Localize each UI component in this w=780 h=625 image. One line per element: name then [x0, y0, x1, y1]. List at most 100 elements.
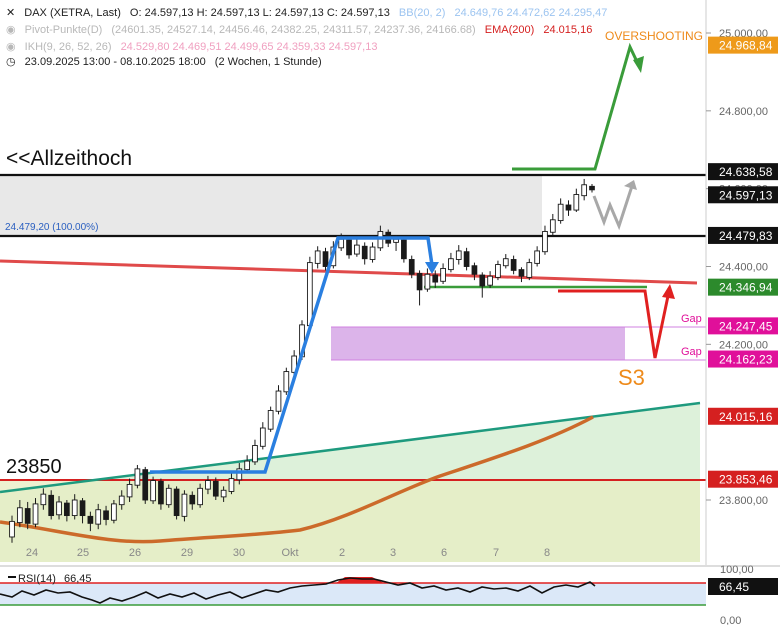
price-label: 24.597,13 — [708, 186, 778, 204]
candle — [440, 263, 446, 285]
candle — [244, 455, 250, 473]
rsi-tick-100: 100,00 — [720, 564, 754, 576]
red-projection-path — [558, 289, 670, 359]
candle — [275, 385, 282, 415]
candle — [361, 242, 368, 265]
x-tick-label: 3 — [390, 547, 396, 559]
candles-group — [9, 178, 595, 543]
ohlc-values: O: 24.597,13 H: 24.597,13 L: 24.597,13 C… — [129, 7, 390, 19]
candle — [252, 439, 258, 465]
candle — [573, 188, 580, 213]
candle — [111, 500, 117, 524]
rsi-value: 66,45 — [64, 573, 92, 585]
x-tick-label: 29 — [181, 547, 193, 559]
candle — [87, 511, 94, 532]
y-tick-label: 23.800,00 — [719, 495, 768, 507]
candle — [510, 255, 517, 275]
candle — [455, 245, 462, 265]
candle — [259, 422, 266, 450]
candle — [463, 247, 470, 271]
s3-label: S3 — [618, 365, 645, 390]
candle — [165, 484, 172, 508]
candle — [205, 475, 211, 495]
bb-label: BB(20, 2) — [398, 7, 446, 19]
candle — [181, 490, 188, 522]
ikh-label: IKH(9, 26, 52, 26) — [24, 41, 112, 53]
candle — [549, 213, 556, 236]
symbol-label: DAX (XETRA, Last) — [24, 7, 121, 19]
candle — [432, 270, 439, 288]
x-tick-label: 25 — [77, 547, 89, 559]
y-tick-label: 24.200,00 — [719, 339, 768, 351]
price-label-text: 24.479,83 — [719, 229, 773, 243]
range-note: (2 Wochen, 1 Stunde) — [214, 56, 322, 68]
lower-zone-fill — [0, 480, 700, 562]
price-label-text: 23.853,46 — [719, 473, 773, 487]
candle — [134, 464, 141, 489]
gray-w-projection — [592, 185, 634, 231]
blue-projection-path — [150, 236, 434, 474]
rsi-band-fill — [0, 583, 706, 605]
price-label: 24.479,83 — [708, 226, 778, 244]
ath-band — [0, 176, 542, 236]
candle — [48, 490, 55, 520]
candle — [408, 255, 415, 279]
price-label: 24.247,45 — [708, 317, 778, 335]
x-tick-label: 26 — [129, 547, 141, 559]
header-line-3: ◉ IKH(9, 26, 52, 26) 24.529,80 24.469,51… — [6, 40, 383, 53]
eye-icon-2[interactable]: ◉ — [6, 41, 16, 53]
header-line-2: ◉ Pivot-Punkte(D) (24601.35, 24527.14, 2… — [6, 23, 598, 36]
overshooting-label: OVERSHOOTING — [605, 29, 703, 43]
candle — [557, 198, 564, 224]
rsi-legend-swatch — [8, 576, 16, 578]
candle — [416, 270, 423, 306]
green-projection-path — [512, 42, 642, 171]
bb-values: 24.649,76 24.472,62 24.295,47 — [454, 7, 608, 19]
candle — [542, 225, 548, 255]
eye-icon[interactable]: ◉ — [6, 24, 16, 36]
price-label: 23.853,46 — [708, 470, 778, 488]
pivot-label: Pivot-Punkte(D) — [24, 24, 103, 36]
candle — [220, 486, 227, 502]
candle — [291, 350, 298, 376]
price-label-text: 24.597,13 — [719, 188, 773, 202]
candle — [24, 501, 31, 530]
gap-zone — [331, 327, 625, 360]
candle — [228, 472, 235, 495]
candle — [126, 478, 133, 502]
x-tick-label: 30 — [233, 547, 245, 559]
gap-label-1: Gap — [681, 313, 702, 325]
candle — [518, 267, 525, 283]
price-label-text: 24.968,84 — [719, 39, 773, 53]
red-arrow-head — [662, 284, 675, 299]
rsi-price-label: 66,45 — [719, 580, 749, 594]
candle — [283, 367, 290, 395]
candle — [173, 486, 180, 520]
price-label-text: 24.015,16 — [719, 410, 773, 424]
price-label-text: 24.162,23 — [719, 353, 773, 367]
candle — [197, 483, 203, 508]
candle — [401, 237, 407, 263]
candle — [322, 247, 329, 271]
ema-label: EMA(200) — [484, 24, 535, 36]
price-label: 24.968,84 — [708, 36, 778, 54]
close-icon[interactable]: ✕ — [6, 7, 16, 19]
gray-arrow-head — [624, 180, 637, 190]
price-labels-group: 24.968,84 24.638,58 24.597,13 24.479,83 24.3… — [708, 36, 778, 488]
x-tick-label: 2 — [339, 547, 345, 559]
price-label: 24.162,23 — [708, 350, 778, 368]
date-range: 23.09.2025 13:00 - 08.10.2025 18:00 — [24, 56, 206, 68]
y-tick-label: 24.800,00 — [719, 106, 768, 118]
x-ticks-group: 24 25 26 29 30 Okt 2 3 6 7 8 — [26, 547, 550, 559]
rsi-line — [0, 577, 596, 604]
x-tick-label: 24 — [26, 547, 38, 559]
candle — [189, 491, 196, 510]
price-label-text: 24.346,94 — [719, 281, 773, 295]
red-trend-line — [0, 259, 698, 285]
rsi-tick-0: 0,00 — [720, 615, 741, 625]
candle — [79, 498, 86, 524]
candle — [71, 494, 78, 520]
candle — [40, 488, 47, 510]
candle — [16, 500, 23, 528]
